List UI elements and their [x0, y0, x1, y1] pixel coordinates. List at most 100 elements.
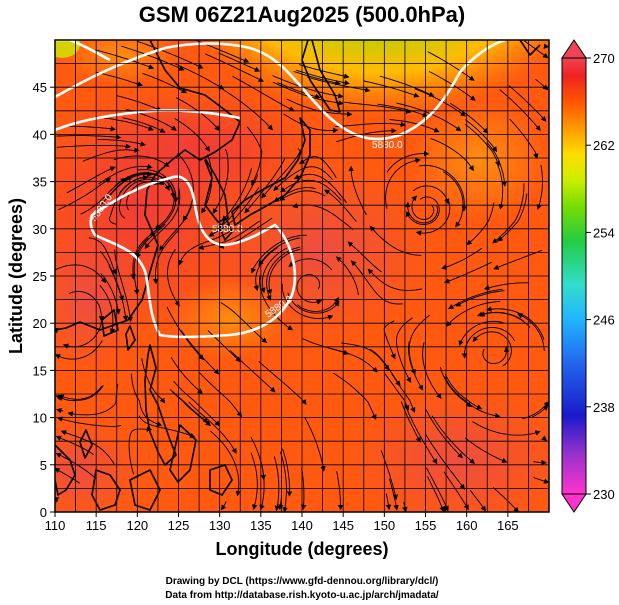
streamline [377, 103, 429, 118]
streamline [283, 113, 339, 134]
streamline [244, 158, 286, 214]
y-tick-label: 35 [33, 175, 47, 190]
streamline [383, 372, 410, 411]
streamline [166, 306, 204, 361]
x-tick-label: 110 [45, 518, 66, 533]
colorbar-scale [561, 57, 587, 495]
streamline [57, 416, 122, 427]
streamline [426, 467, 449, 512]
streamline [272, 75, 344, 99]
streamline [250, 452, 258, 510]
streamline [472, 331, 512, 367]
streamline [133, 237, 149, 296]
coastline [55, 40, 541, 511]
y-tick-label: 5 [40, 458, 47, 473]
streamline [464, 123, 500, 167]
streamline [288, 258, 333, 271]
streamline [430, 138, 474, 172]
y-tick-label: 10 [33, 411, 47, 426]
streamline [205, 53, 264, 82]
streamline [508, 85, 547, 122]
streamline [533, 459, 547, 466]
streamline [118, 176, 170, 194]
streamline [170, 356, 203, 395]
streamline [95, 71, 143, 87]
streamline [499, 89, 541, 131]
streamline [477, 311, 524, 322]
streamline [298, 64, 350, 79]
streamline [282, 448, 293, 497]
streamline [461, 327, 515, 359]
streamline [367, 268, 423, 291]
streamline [455, 290, 505, 307]
streamline [412, 185, 450, 205]
streamline [177, 153, 194, 222]
streamline [110, 171, 153, 196]
credit-drawing: Drawing by DCL (https://www.gfd-dennou.o… [166, 576, 439, 587]
credit-data: Data from http://database.rish.kyoto-u.a… [165, 590, 439, 601]
y-tick-label: 15 [33, 363, 47, 378]
streamline [120, 45, 185, 71]
x-tick-label: 155 [415, 518, 437, 533]
streamline [173, 380, 221, 427]
colorbar-bottom-arrow [561, 493, 587, 513]
streamline [535, 78, 549, 90]
x-tick-label: 140 [291, 518, 313, 533]
streamline [229, 350, 276, 393]
streamline [260, 247, 288, 294]
streamline [167, 248, 180, 307]
x-tick-label: 125 [168, 518, 190, 533]
colorbar-tick-label: 246 [593, 313, 615, 328]
streamline [442, 171, 464, 228]
y-tick-label: 40 [33, 127, 47, 142]
streamline [348, 165, 367, 216]
y-tick-label: 0 [40, 505, 47, 520]
streamline [144, 186, 181, 250]
streamline [277, 82, 321, 99]
streamline [137, 40, 204, 69]
streamline [439, 366, 472, 408]
y-tick-label: 20 [33, 316, 47, 331]
streamline [212, 149, 229, 214]
streamline [493, 249, 543, 270]
streamline [492, 183, 525, 244]
streamline [379, 75, 435, 97]
colorbar-tick-label: 238 [593, 400, 615, 415]
streamline [297, 297, 339, 312]
streamline [482, 346, 510, 365]
colorbar-top-arrow [561, 39, 587, 59]
streamline [152, 229, 180, 285]
x-tick-label: 150 [373, 518, 395, 533]
streamline [293, 173, 347, 204]
x-axis-label: Longitude (degrees) [215, 539, 388, 559]
y-tick-label: 45 [33, 80, 47, 95]
streamline [273, 187, 316, 203]
streamline [55, 452, 95, 478]
streamline [128, 426, 153, 475]
streamline [261, 148, 301, 199]
streamline [389, 119, 440, 133]
streamline [100, 273, 121, 315]
streamline [449, 102, 489, 134]
streamline [142, 72, 187, 94]
streamline [220, 501, 227, 511]
streamline [304, 416, 326, 472]
streamline [293, 70, 341, 86]
contour-label: 5880.0 [372, 140, 403, 151]
streamline [443, 261, 492, 284]
streamline [64, 125, 116, 132]
x-tick-label: 135 [250, 518, 272, 533]
streamline [443, 471, 469, 511]
streamline [411, 195, 435, 220]
streamline [141, 358, 166, 404]
contour-label: 5880.0 [212, 224, 243, 235]
x-tick-label: 165 [497, 518, 519, 533]
streamline [250, 436, 267, 481]
streamline [280, 179, 342, 201]
streamline [296, 274, 323, 305]
streamline [98, 176, 134, 207]
colorbar-tick-label: 270 [593, 51, 615, 66]
y-tick-label: 30 [33, 222, 47, 237]
y-axis-ticks: 0 5 10 15 20 25 30 35 40 45 [33, 80, 55, 520]
streamline [232, 76, 295, 112]
